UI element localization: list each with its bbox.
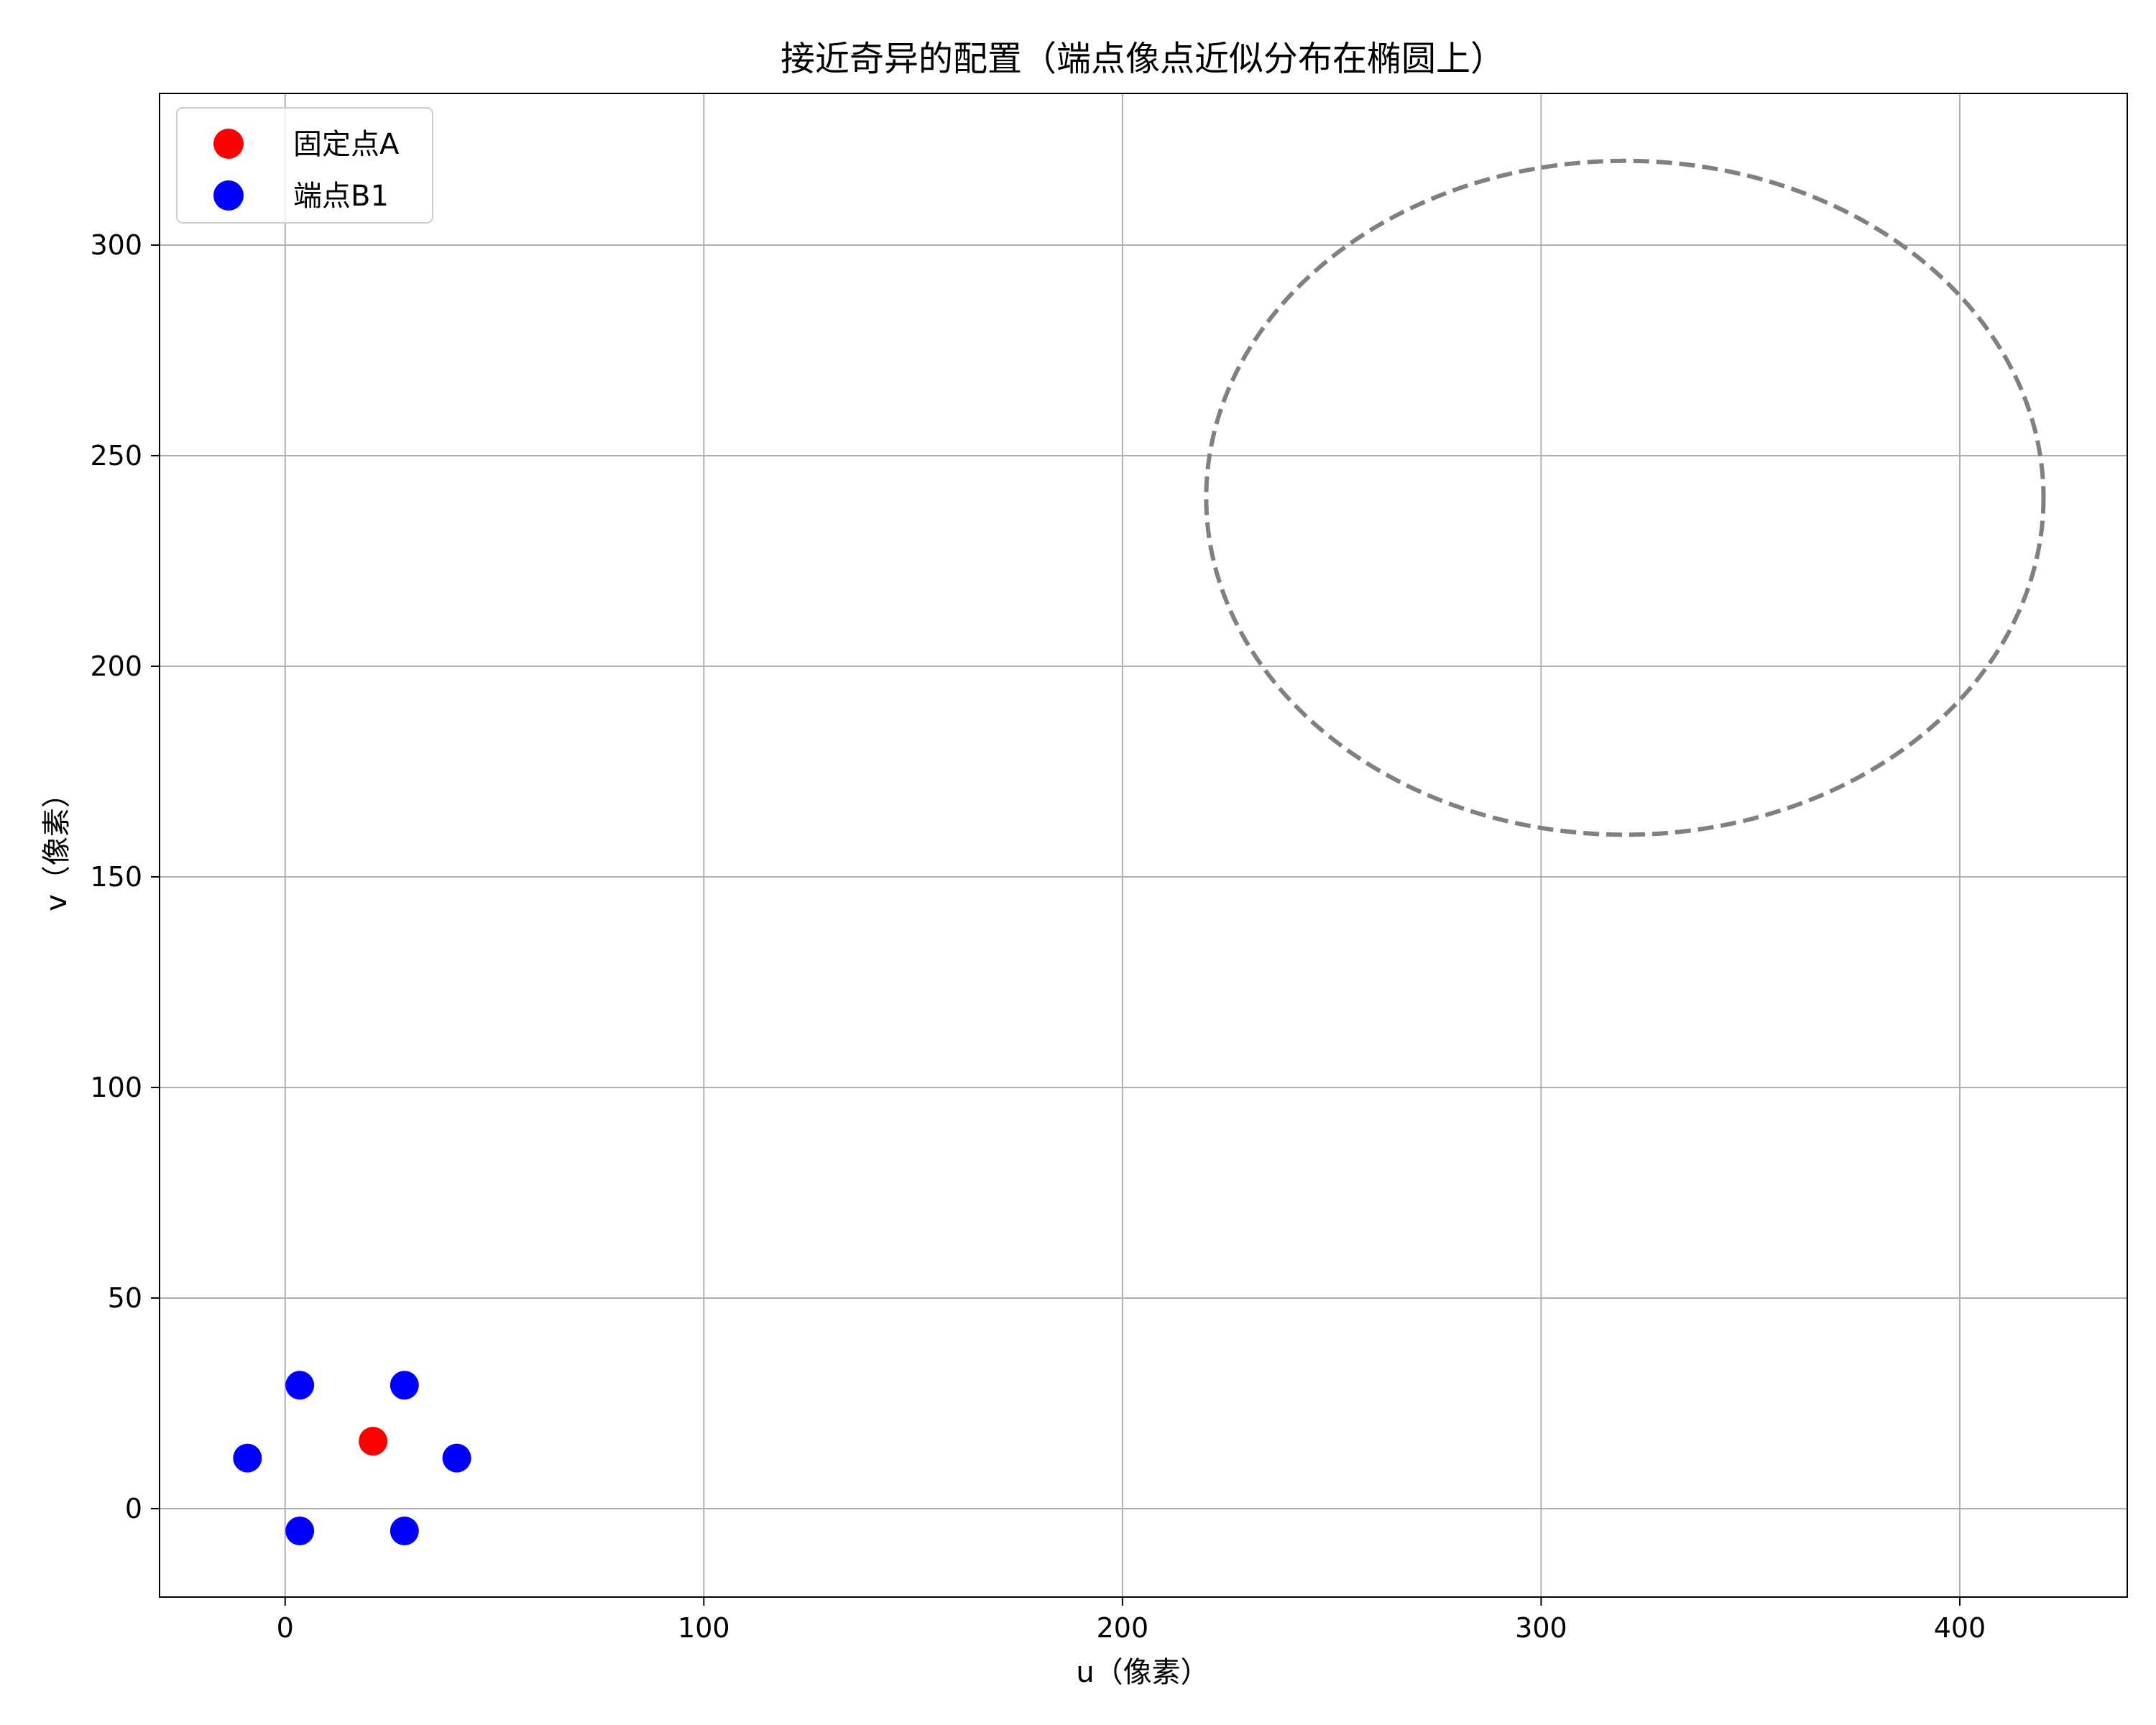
- y-tick-label: 250: [90, 440, 142, 472]
- y-tick-label: 150: [90, 861, 142, 893]
- endpoint-b1-marker: [285, 1516, 315, 1545]
- grid-lines: [160, 93, 2127, 1597]
- legend: 固定点A 端点B1: [176, 107, 433, 224]
- legend-marker-fixed-point: [213, 129, 244, 159]
- x-tick-label: 200: [1097, 1612, 1149, 1644]
- y-tick-label: 50: [108, 1282, 142, 1314]
- legend-label-fixed-point: 固定点A: [293, 128, 400, 161]
- legend-marker-endpoint: [213, 180, 244, 211]
- y-axis: 0 50 100 150 200 250 300: [90, 229, 160, 1524]
- y-tick-label: 300: [90, 229, 142, 261]
- x-tick-label: 400: [1934, 1612, 1986, 1644]
- x-axis-label: u（像素）: [1076, 1656, 1209, 1689]
- reference-ellipse: [1204, 158, 2046, 837]
- endpoint-b1-marker: [442, 1443, 471, 1473]
- fixed-point-a-marker: [359, 1427, 388, 1456]
- plot-frame: [159, 93, 2128, 1598]
- x-tick-label: 100: [678, 1612, 730, 1644]
- legend-label-endpoint: 端点B1: [293, 180, 389, 213]
- endpoint-b1-marker: [390, 1371, 419, 1400]
- ellipse-layer: [1204, 158, 2046, 837]
- y-tick-label: 200: [90, 650, 142, 682]
- x-tick-label: 0: [277, 1612, 294, 1644]
- x-tick-label: 300: [1515, 1612, 1567, 1644]
- plot-area: [160, 93, 2127, 1597]
- endpoint-b1-marker: [285, 1371, 315, 1400]
- y-axis-label: v（像素）: [40, 779, 73, 911]
- y-tick-label: 0: [125, 1493, 142, 1524]
- endpoint-b1-marker: [233, 1443, 262, 1473]
- points-layer: [233, 1371, 471, 1545]
- chart-title: 接近奇异的配置（端点像点近似分布在椭圆上）: [780, 39, 1505, 79]
- endpoint-b1-marker: [390, 1516, 419, 1545]
- x-axis: 0 100 200 300 400: [277, 1597, 1986, 1644]
- y-tick-label: 100: [90, 1072, 142, 1103]
